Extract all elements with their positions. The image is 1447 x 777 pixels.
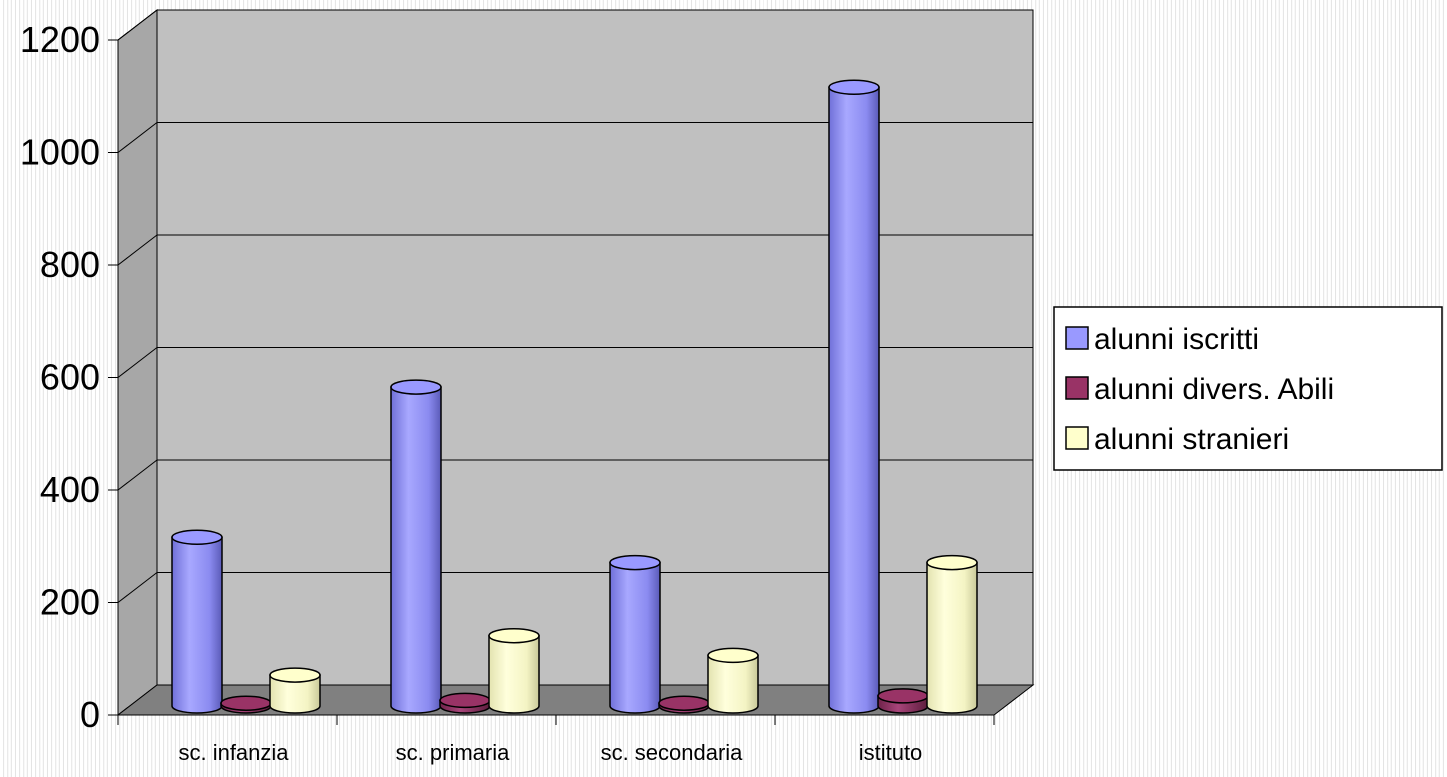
bar xyxy=(877,688,929,714)
bar-top xyxy=(609,554,661,571)
legend-swatch xyxy=(1065,376,1089,400)
bar-body xyxy=(828,86,880,714)
bar-body xyxy=(707,654,759,714)
legend-label: alunni stranieri xyxy=(1094,423,1289,456)
legend-label: alunni iscritti xyxy=(1094,323,1259,356)
bar-top xyxy=(171,529,223,545)
bar xyxy=(658,695,710,714)
bar-body xyxy=(926,561,978,714)
bar-top xyxy=(220,695,272,711)
x-tick-label: sc. primaria xyxy=(396,740,510,765)
bar-body xyxy=(609,561,661,714)
legend-swatch xyxy=(1065,326,1089,350)
bar xyxy=(926,554,978,714)
x-tick-label: sc. secondaria xyxy=(601,740,744,765)
gridline-side xyxy=(117,347,158,378)
legend: alunni iscritti alunni divers. Abili alunn… xyxy=(1053,306,1443,471)
legend-swatch xyxy=(1065,426,1089,450)
bar xyxy=(439,692,491,714)
bar-top xyxy=(828,79,880,95)
y-tick-label: 800 xyxy=(40,244,100,285)
gridline-side xyxy=(117,122,158,153)
axes: 0 200 400 600 800 1000 1200 sc. infanzia sc. pri… xyxy=(20,19,995,765)
bar xyxy=(488,627,540,714)
bar-top xyxy=(707,647,759,664)
y-tick-label: 1200 xyxy=(20,19,100,60)
gridline-side xyxy=(117,572,158,603)
bar xyxy=(828,79,880,714)
bar-top xyxy=(877,688,929,704)
bar-top xyxy=(390,379,442,395)
y-tick-label: 200 xyxy=(40,582,100,623)
y-tick-label: 0 xyxy=(80,694,100,735)
gridline-side xyxy=(117,459,158,491)
bar xyxy=(269,667,321,714)
gridlines xyxy=(117,9,1033,603)
legend-label: alunni divers. Abili xyxy=(1094,373,1334,406)
bar-top xyxy=(269,667,321,683)
bar xyxy=(220,695,272,714)
gridline-side xyxy=(117,234,158,266)
bar-top xyxy=(926,554,978,571)
bar-body xyxy=(269,674,321,714)
y-tick-label: 400 xyxy=(40,469,100,510)
bar xyxy=(171,529,223,714)
bar-body xyxy=(171,536,223,714)
x-tick-label: sc. infanzia xyxy=(178,740,289,765)
bar-top xyxy=(488,627,540,644)
legend-box xyxy=(1053,306,1443,471)
bar xyxy=(609,554,661,714)
gridline-side xyxy=(117,9,158,41)
bar-top xyxy=(658,695,710,711)
y-tick-label: 1000 xyxy=(20,132,100,173)
bars xyxy=(171,79,978,714)
bar-body xyxy=(390,386,442,714)
bar-body xyxy=(488,634,540,714)
bar xyxy=(390,379,442,714)
y-tick-label: 600 xyxy=(40,357,100,398)
x-tick-label: istituto xyxy=(859,740,923,765)
bar xyxy=(707,647,759,714)
bar-top xyxy=(439,692,491,709)
